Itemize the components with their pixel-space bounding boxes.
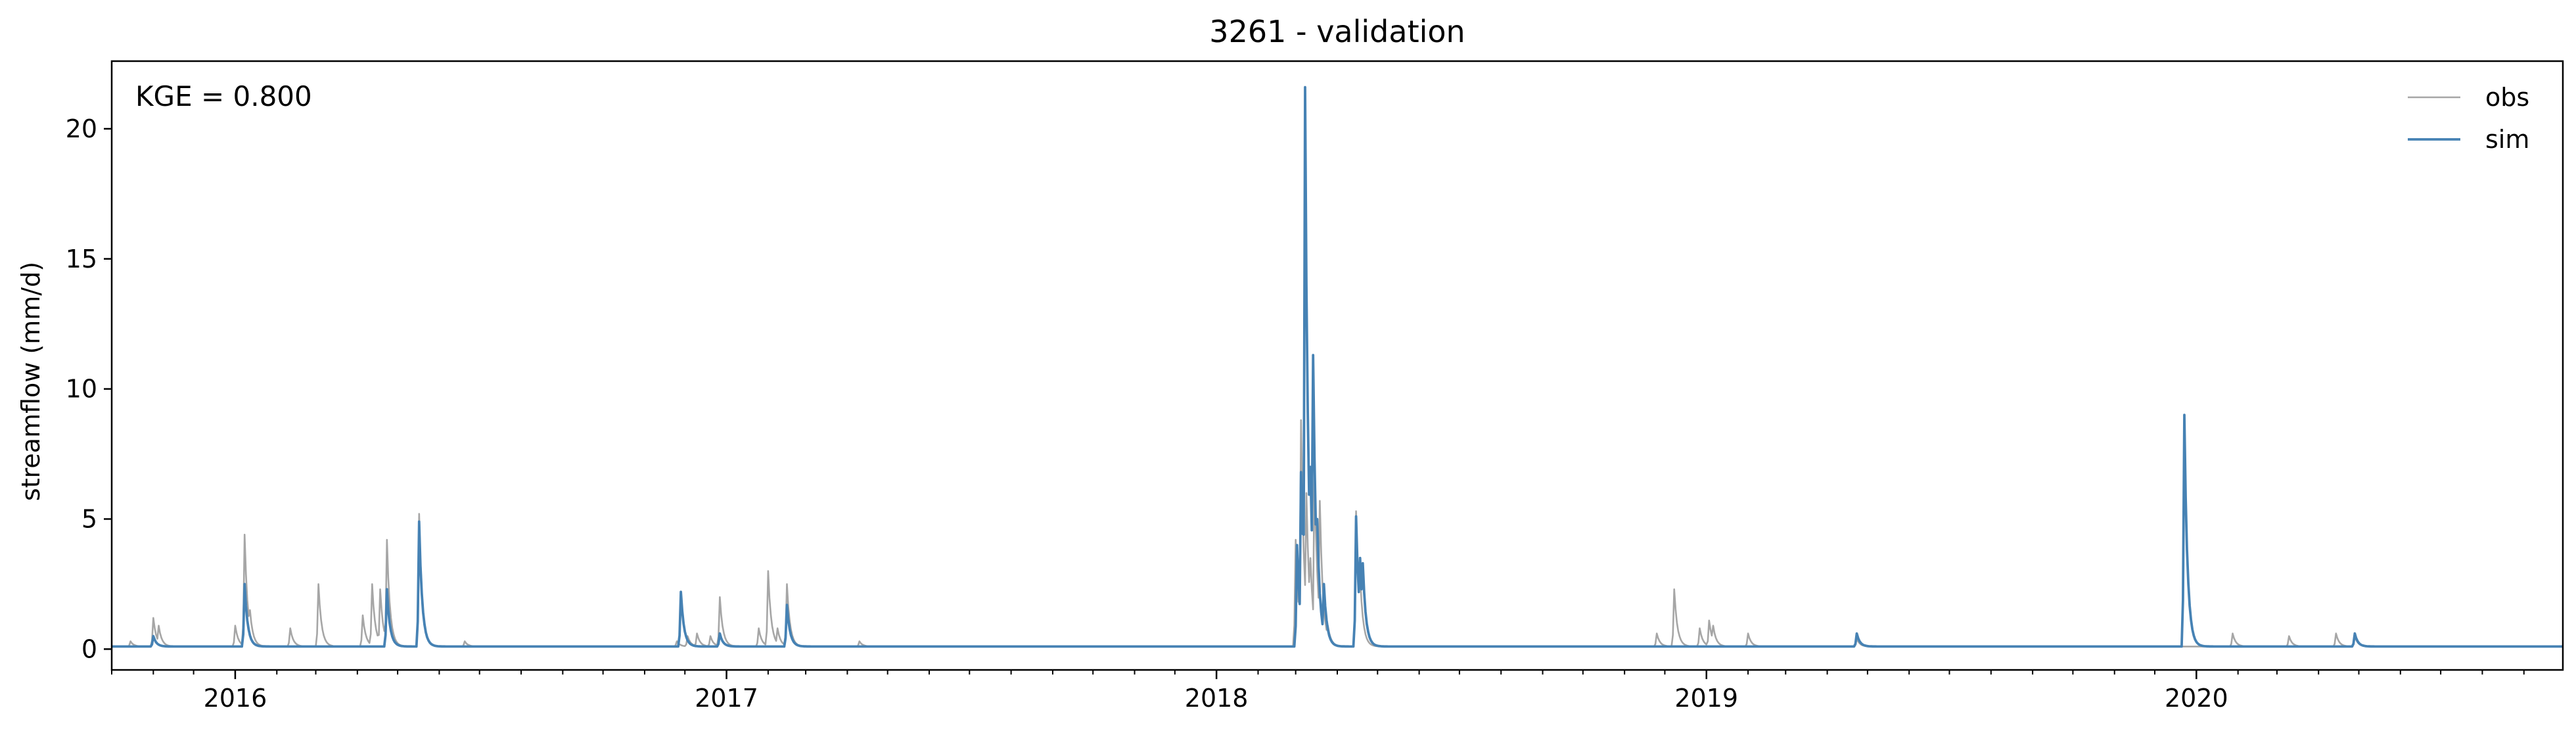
- y-tick-label: 0: [81, 634, 97, 663]
- y-tick-label: 10: [66, 375, 97, 404]
- y-axis: 0 5 10 15 20: [66, 114, 112, 663]
- x-tick-label: 2020: [2165, 684, 2228, 713]
- kge-annotation: KGE = 0.800: [135, 80, 312, 112]
- x-tick-label: 2016: [204, 684, 267, 713]
- x-tick-label: 2019: [1674, 684, 1738, 713]
- legend-label-sim: sim: [2485, 125, 2529, 154]
- series-line-sim: [112, 85, 2563, 648]
- plot-area: 0 5 10 15 20 2016 2017 2018 2019 2020: [66, 60, 2564, 713]
- legend: obs sim: [2408, 83, 2529, 154]
- y-axis-label: streamflow (mm/d): [16, 262, 45, 501]
- x-tick-label: 2018: [1185, 684, 1249, 713]
- chart-title: 3261 - validation: [1209, 14, 1465, 49]
- legend-label-obs: obs: [2485, 83, 2529, 112]
- x-tick-label: 2017: [695, 684, 758, 713]
- y-tick-label: 5: [81, 504, 97, 533]
- x-axis: 2016 2017 2018 2019 2020: [111, 670, 2525, 713]
- y-tick-label: 20: [66, 114, 97, 143]
- series-layer: [112, 85, 2563, 648]
- y-tick-label: 15: [66, 245, 97, 273]
